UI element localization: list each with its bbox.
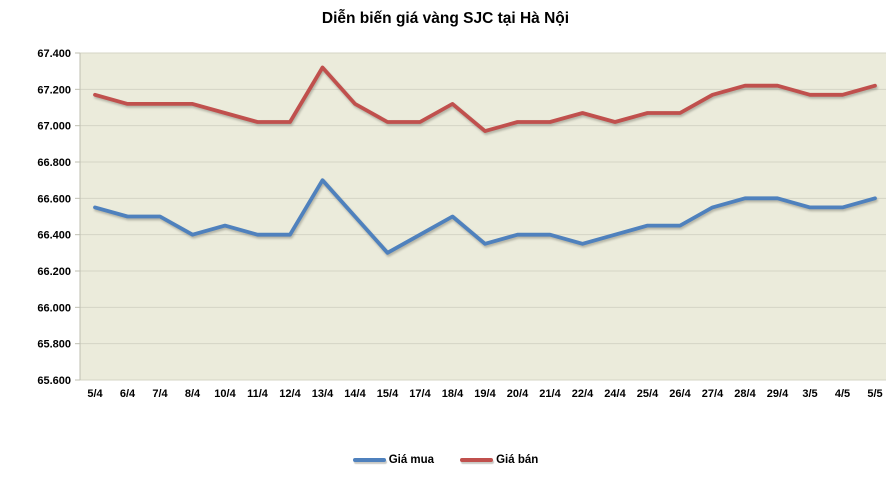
x-tick-label: 14/4 xyxy=(344,388,366,400)
gia-mua-line-swatch xyxy=(352,457,386,463)
x-tick-label: 25/4 xyxy=(637,388,659,400)
legend-label-gia-ban: Giá bán xyxy=(496,454,539,466)
x-tick-label: 18/4 xyxy=(442,388,464,400)
legend-item-gia-ban: Giá bán xyxy=(460,454,538,466)
series-line-gia-ban xyxy=(93,65,877,134)
y-tick-label: 66.000 xyxy=(37,302,71,314)
x-tick-label: 10/4 xyxy=(214,388,236,400)
x-tick-label: 5/5 xyxy=(867,388,882,400)
x-tick-label: 5/4 xyxy=(87,388,103,400)
x-tick-label: 20/4 xyxy=(507,388,529,400)
y-tick-label: 66.600 xyxy=(37,193,71,205)
chart-legend: Giá mua Giá bán xyxy=(0,450,891,470)
x-tick-label: 29/4 xyxy=(767,388,789,400)
x-tick-label: 19/4 xyxy=(474,388,496,400)
y-tick-label: 67.200 xyxy=(37,84,71,96)
x-tick-label: 4/5 xyxy=(835,388,850,400)
y-tick-label: 67.400 xyxy=(37,48,71,60)
y-tick-label: 66.200 xyxy=(37,266,71,278)
x-tick-label: 15/4 xyxy=(377,388,399,400)
legend-label-gia-mua: Giá mua xyxy=(388,454,435,466)
legend-item-gia-mua: Giá mua xyxy=(352,454,435,466)
y-tick-label: 65.800 xyxy=(37,339,71,351)
x-tick-label: 12/4 xyxy=(279,388,301,400)
y-tick-label: 66.400 xyxy=(37,230,71,242)
x-tick-label: 28/4 xyxy=(734,388,756,400)
x-tick-label: 21/4 xyxy=(539,388,561,400)
x-tick-label: 17/4 xyxy=(409,388,431,400)
line-chart-canvas: 67.400 67.200 67.000 66.800 66.600 66.400 66.2… xyxy=(37,48,886,400)
x-tick-label: 22/4 xyxy=(572,388,594,400)
y-tick-label: 65.600 xyxy=(37,375,71,387)
x-tick-label: 3/5 xyxy=(802,388,817,400)
series-line-gia-mua xyxy=(93,178,877,255)
x-tick-label: 27/4 xyxy=(702,388,724,400)
gia-ban-line-swatch xyxy=(460,457,494,463)
x-tick-label: 26/4 xyxy=(669,388,691,400)
x-tick-label: 6/4 xyxy=(120,388,136,400)
x-tick-label: 7/4 xyxy=(152,388,168,400)
x-tick-label: 24/4 xyxy=(604,388,626,400)
x-tick-label: 11/4 xyxy=(247,388,269,400)
chart-title: Diễn biến giá vàng SJC tại Hà Nội xyxy=(321,10,570,27)
x-tick-label: 8/4 xyxy=(185,388,201,400)
plot-area xyxy=(80,53,886,380)
y-tick-label: 66.800 xyxy=(37,157,71,169)
x-tick-label: 13/4 xyxy=(312,388,334,400)
y-tick-label: 67.000 xyxy=(37,121,71,133)
